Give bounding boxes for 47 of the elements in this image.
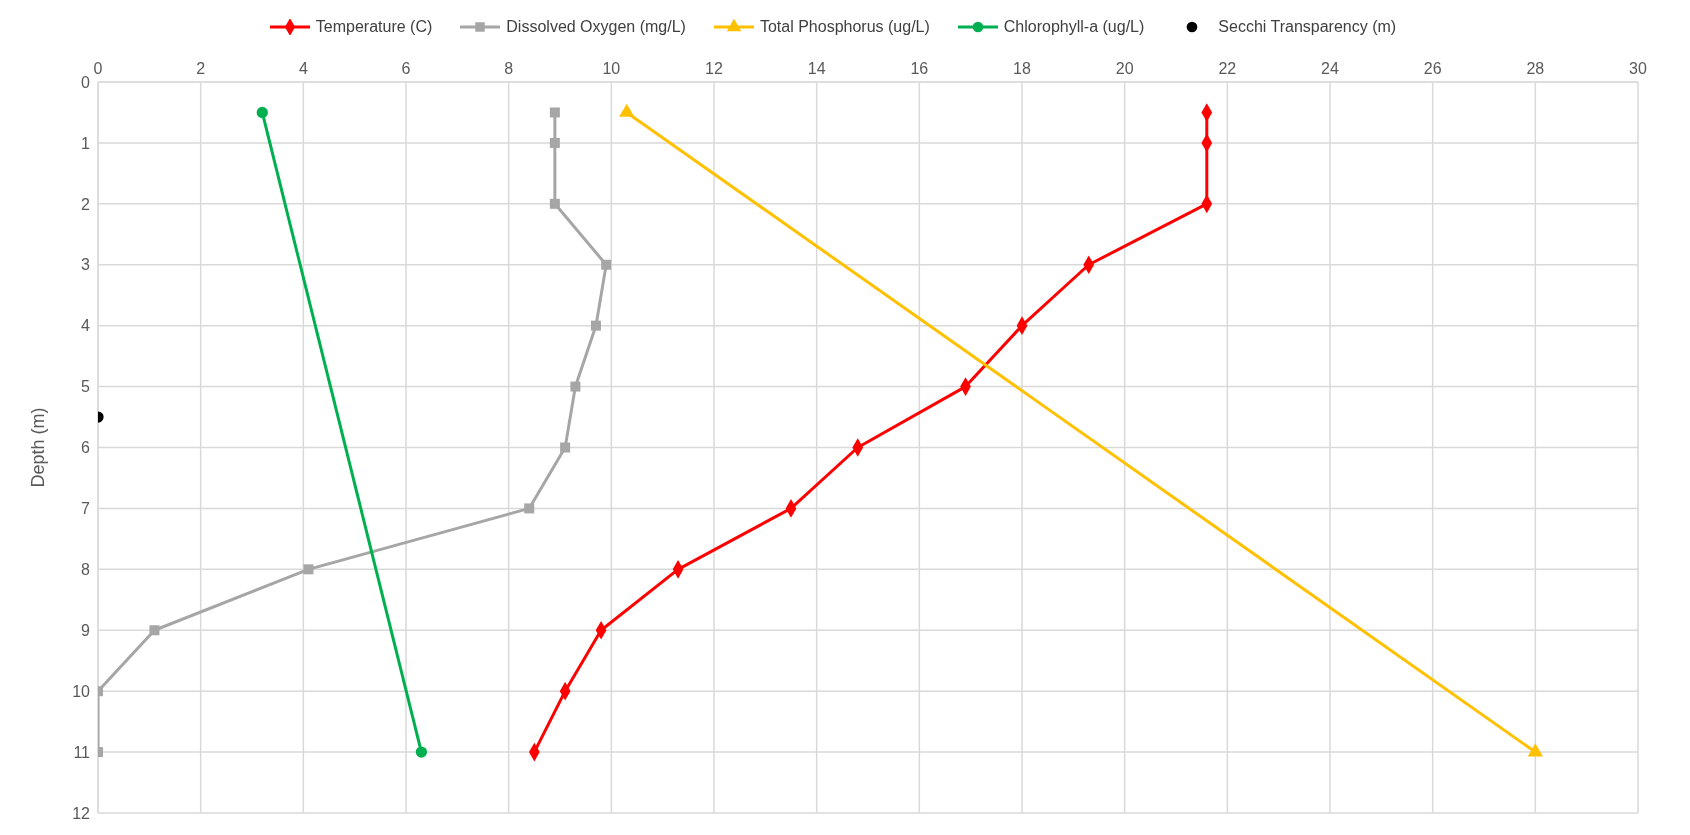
x-tick-label: 16 bbox=[910, 60, 929, 77]
x-tick-label: 20 bbox=[1115, 60, 1134, 77]
point bbox=[601, 259, 612, 270]
x-tick-label: 18 bbox=[1013, 60, 1031, 77]
x-tick-label: 6 bbox=[401, 60, 411, 77]
legend-label: Total Phosphorus (ug/L) bbox=[759, 18, 930, 36]
y-tick-label: 8 bbox=[81, 561, 91, 579]
point bbox=[303, 564, 314, 575]
point bbox=[570, 381, 581, 392]
y-tick-label: 9 bbox=[81, 621, 91, 639]
point bbox=[415, 746, 428, 758]
x-tick-label: 12 bbox=[705, 60, 723, 77]
x-tick-label: 8 bbox=[504, 60, 514, 77]
y-tick-label: 6 bbox=[81, 439, 91, 457]
x-tick-label: 4 bbox=[298, 60, 308, 77]
point bbox=[590, 320, 601, 331]
point bbox=[549, 137, 560, 148]
x-tick-label: 30 bbox=[1629, 60, 1647, 77]
y-tick-label: 7 bbox=[81, 500, 91, 518]
point bbox=[560, 442, 571, 453]
x-tick-label: 28 bbox=[1526, 60, 1545, 77]
point bbox=[524, 503, 535, 514]
y-axis-title: Depth (m) bbox=[28, 407, 49, 488]
y-tick-label: 5 bbox=[81, 378, 91, 396]
point bbox=[549, 107, 560, 118]
y-tick-label: 2 bbox=[81, 195, 91, 213]
x-tick-label: 14 bbox=[807, 60, 826, 77]
x-tick-label: 22 bbox=[1218, 60, 1237, 77]
x-tick-label: 26 bbox=[1423, 60, 1442, 77]
y-tick-label: 11 bbox=[73, 743, 91, 761]
legend-label: Chlorophyll-a (ug/L) bbox=[1003, 18, 1145, 36]
x-tick-label: 24 bbox=[1321, 60, 1339, 77]
y-tick-label: 3 bbox=[81, 256, 91, 274]
x-tick-label: 10 bbox=[602, 60, 621, 77]
point bbox=[256, 106, 268, 119]
legend-label: Secchi Transparency (m) bbox=[1218, 18, 1397, 36]
x-tick-label: 0 bbox=[93, 60, 103, 77]
x-tick-label: 2 bbox=[196, 60, 206, 77]
y-tick-label: 10 bbox=[72, 682, 91, 700]
point bbox=[149, 625, 160, 636]
legend-label: Temperature (C) bbox=[315, 18, 433, 36]
point bbox=[549, 198, 560, 209]
y-tick-label: 4 bbox=[81, 317, 91, 335]
legend-label: Dissolved Oxygen (mg/L) bbox=[506, 18, 686, 36]
y-tick-label: 1 bbox=[81, 134, 91, 152]
y-tick-label: 12 bbox=[72, 804, 91, 822]
y-tick-label: 0 bbox=[81, 73, 91, 91]
